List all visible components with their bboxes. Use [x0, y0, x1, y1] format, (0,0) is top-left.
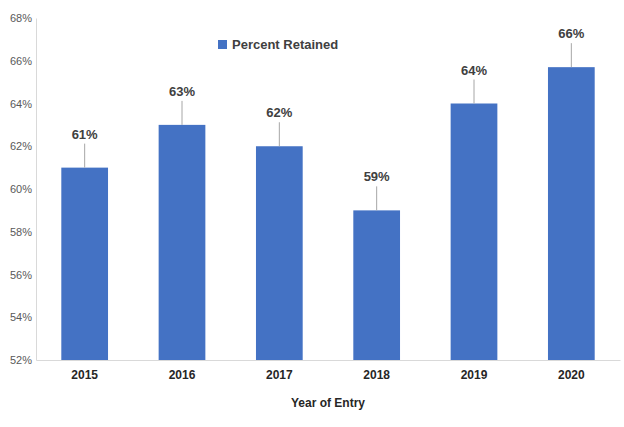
- y-tick-label: 56%: [10, 269, 32, 281]
- data-labels: 61% 63% 62% 59% 64% 66%: [72, 26, 585, 210]
- y-tick-label: 68%: [10, 12, 32, 24]
- x-tick-label: 2019: [461, 368, 488, 382]
- x-tick-label: 2017: [266, 368, 293, 382]
- label-leader: [376, 186, 377, 210]
- y-axis-line: [36, 19, 37, 361]
- y-tick: 62%: [10, 140, 36, 152]
- y-tick-label: 58%: [10, 226, 32, 238]
- data-label: 62%: [266, 105, 292, 120]
- bar: [159, 125, 206, 360]
- x-tick: 2019: [461, 360, 488, 382]
- label-leader: [279, 122, 280, 146]
- y-tick: 64%: [10, 98, 36, 110]
- x-tick-label: 2015: [71, 368, 98, 382]
- y-tick-label: 66%: [10, 55, 32, 67]
- label-leader: [84, 144, 85, 168]
- x-axis-line: [37, 360, 621, 361]
- y-tick-label: 64%: [10, 98, 32, 110]
- x-axis: 2015 2016 2017 2018 2019 2020: [37, 360, 621, 382]
- plot-area: 52%54%56%58%60%62%64%66%68%2015201620172…: [10, 12, 621, 382]
- x-tick: 2015: [71, 360, 98, 382]
- bar: [353, 210, 400, 360]
- x-tick: 2018: [363, 360, 390, 382]
- x-tick: 2017: [266, 360, 293, 382]
- y-tick-label: 60%: [10, 183, 32, 195]
- legend: Percent Retained: [218, 37, 338, 52]
- y-tick: 58%: [10, 226, 36, 238]
- x-axis-title: Year of Entry: [291, 396, 365, 410]
- bar: [256, 146, 303, 360]
- data-label: 59%: [364, 169, 390, 184]
- bar: [451, 104, 498, 361]
- data-label: 66%: [558, 26, 584, 41]
- x-tick-label: 2018: [363, 368, 390, 382]
- bar: [61, 168, 108, 360]
- bar: [548, 67, 595, 360]
- label-leader: [571, 43, 572, 67]
- x-tick-label: 2020: [558, 368, 585, 382]
- y-axis: 52% 54% 56% 58% 60% 62% 64% 66% 68%: [10, 12, 37, 366]
- chart: 52%54%56%58%60%62%64%66%68%2015201620172…: [0, 0, 624, 427]
- y-tick: 56%: [10, 269, 36, 281]
- y-tick-label: 54%: [10, 311, 32, 323]
- y-tick-label: 62%: [10, 140, 32, 152]
- legend-swatch: [218, 40, 227, 49]
- label-leader: [182, 101, 183, 125]
- legend-label: Percent Retained: [232, 37, 338, 52]
- data-label: 64%: [461, 63, 487, 78]
- label-leader: [474, 80, 475, 104]
- y-tick: 54%: [10, 311, 36, 323]
- bars: [61, 67, 594, 360]
- data-label: 63%: [169, 84, 195, 99]
- y-tick: 52%: [10, 354, 36, 366]
- y-tick: 60%: [10, 183, 36, 195]
- y-tick: 68%: [10, 12, 36, 24]
- x-tick-label: 2016: [169, 368, 196, 382]
- x-tick: 2020: [558, 360, 585, 382]
- data-label: 61%: [72, 127, 98, 142]
- y-tick-label: 52%: [10, 354, 32, 366]
- x-tick: 2016: [169, 360, 196, 382]
- y-tick: 66%: [10, 55, 36, 67]
